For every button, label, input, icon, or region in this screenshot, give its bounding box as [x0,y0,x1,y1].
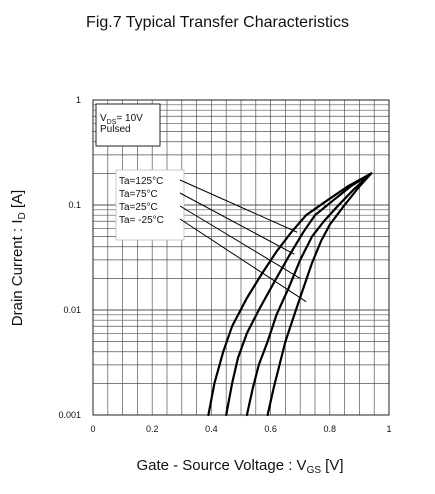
series-curve [266,172,373,417]
series-curves [207,172,373,417]
figure-title: Fig.7 Typical Transfer Characteristics [86,14,349,31]
condition-text-vds-sub: DS [107,119,117,126]
plot-frame-border [92,99,390,416]
series-label: Ta=75°C [119,189,158,200]
series-label-box-background [115,169,185,241]
x-axis-label-main: Gate - Source Voltage : V [136,457,306,474]
x-tick-label: 0.8 [324,424,337,434]
plot-frame [92,99,390,416]
y-tick-label: 0.1 [68,200,81,210]
x-tick-label: 0.6 [264,424,277,434]
y-axis-label-main: Drain Current : I [9,220,26,327]
y-tick-label: 0.01 [63,305,81,315]
series-curve [245,172,373,417]
condition-text-vds: V [100,113,107,124]
x-axis-label: Gate - Source Voltage : VGS [V] [136,457,343,476]
x-axis-label-sub: GS [307,465,322,476]
series-label-pointer [179,205,301,279]
x-axis-label-unit: [V] [321,457,344,474]
x-tick-label: 0 [90,424,95,434]
y-axis-label-sub: D [17,212,28,219]
series-label: Ta= -25°C [119,215,164,226]
x-tick-label: 0.4 [205,424,218,434]
series-label-box: Ta=125°C Ta=75°C Ta=25°C Ta= -25°C [115,169,307,303]
x-tick-labels: 0 0.2 0.4 0.6 0.8 1 [90,424,391,434]
series-label-pointer [179,218,307,303]
series-label-pointer [179,179,298,233]
series-curve [207,172,373,417]
x-tick-label: 0.2 [146,424,159,434]
condition-text-line1: VDS= 10V [100,113,143,126]
y-axis-label: Drain Current : ID [A] [9,190,28,326]
condition-text-line2: Pulsed [100,124,131,135]
series-label: Ta=125°C [119,176,163,187]
condition-box-border [95,103,161,147]
series-curve [225,172,373,417]
y-tick-label: 0.001 [58,410,81,420]
series-label: Ta=25°C [119,202,158,213]
condition-text-vds-value: = 10V [116,113,143,124]
x-tick-label: 1 [386,424,391,434]
y-tick-labels: 0.001 0.01 0.1 1 [58,95,81,420]
y-axis-label-unit: [A] [9,190,26,213]
grid [93,100,389,415]
series-label-pointer [179,192,295,255]
y-tick-label: 1 [76,95,81,105]
